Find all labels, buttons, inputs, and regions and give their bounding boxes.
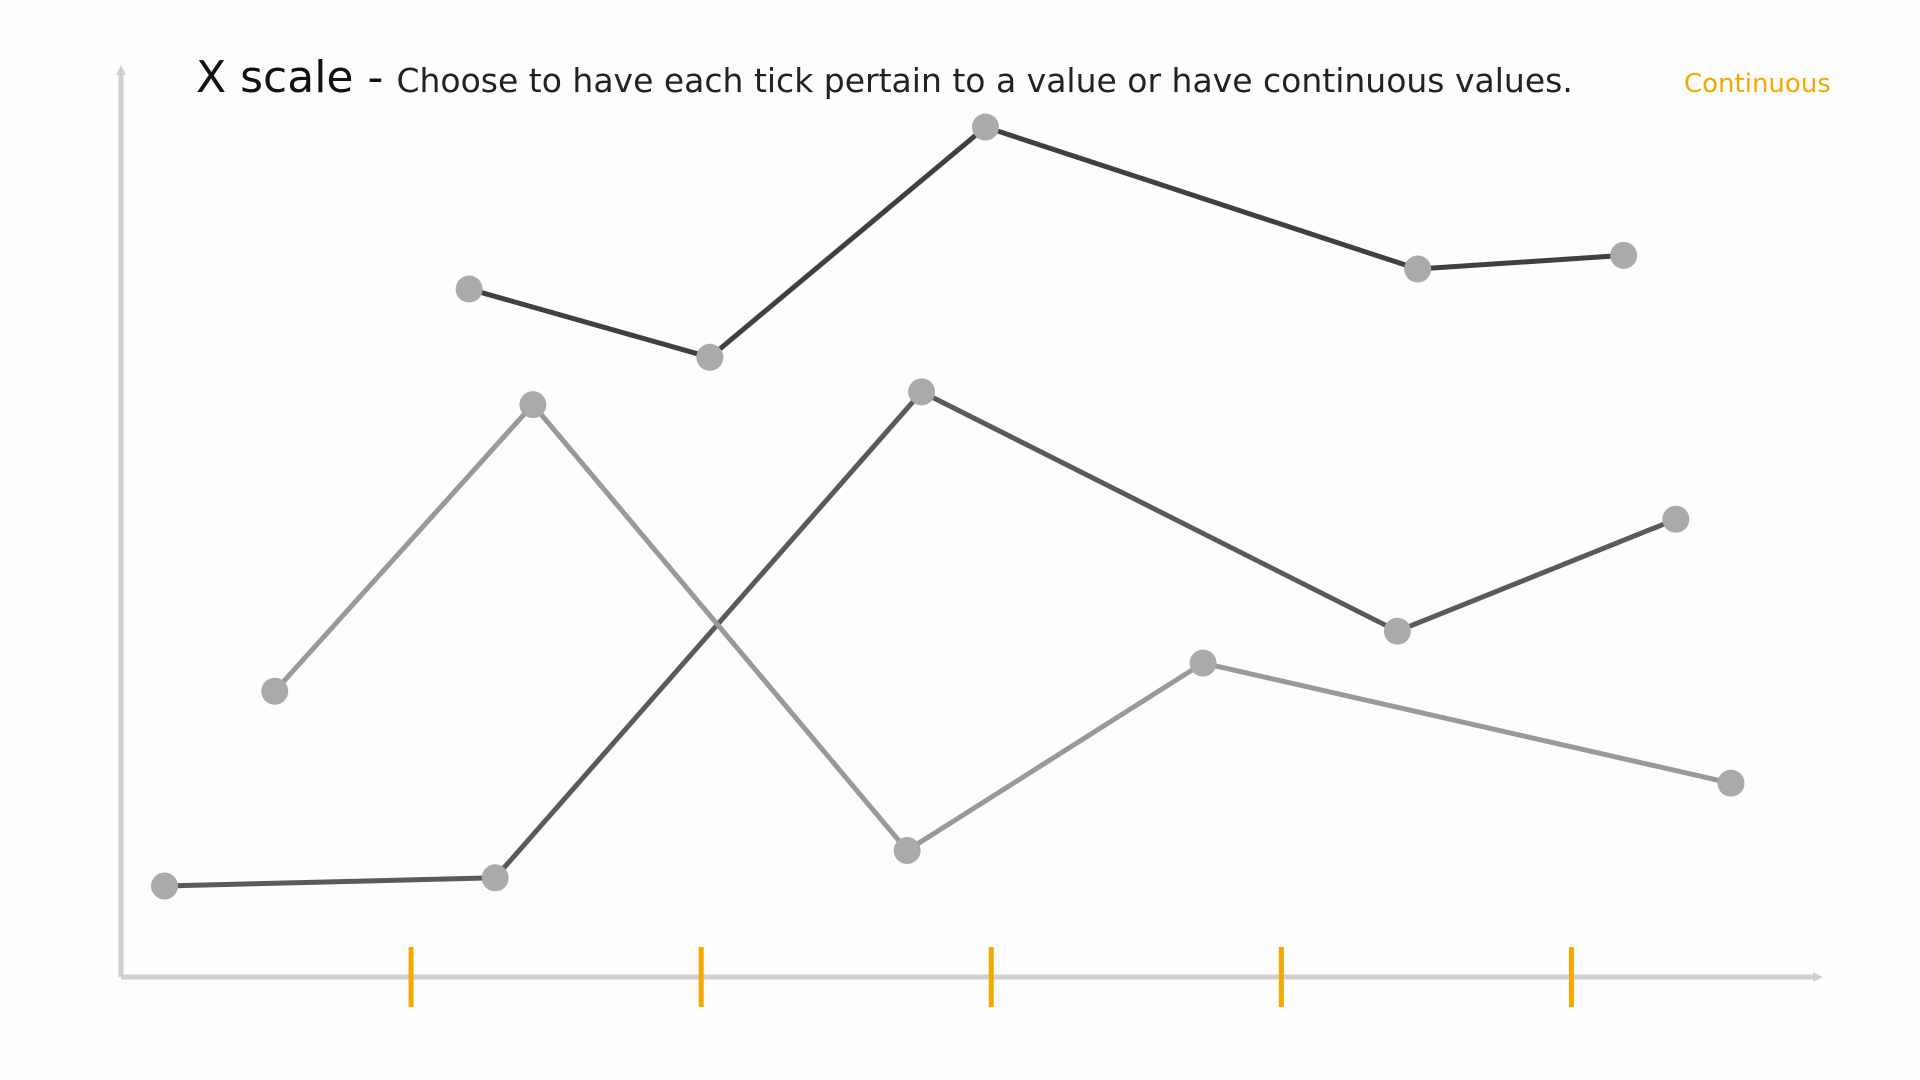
series-line [468, 124, 1624, 360]
data-point [696, 343, 724, 371]
data-point [971, 113, 999, 141]
data-point [1189, 649, 1217, 677]
data-point [455, 275, 483, 303]
data-point [1717, 769, 1745, 797]
data-point [1404, 255, 1432, 283]
annotation: Continuous [1684, 69, 1831, 99]
data-point [1662, 505, 1690, 533]
data-point [261, 677, 289, 705]
series-line [164, 389, 1677, 889]
data-point [908, 378, 936, 406]
data-point [1383, 617, 1411, 645]
chart-title: X scale - [196, 52, 383, 103]
data-point [893, 837, 921, 865]
data-point [481, 864, 509, 892]
data-point [1610, 241, 1638, 269]
series-line [272, 402, 1732, 854]
data-point [151, 872, 179, 900]
data-point [519, 391, 547, 419]
chart-subtitle: Choose to have each tick pertain to a va… [396, 61, 1572, 100]
title-line: X scale - Choose to have each tick perta… [196, 52, 1573, 103]
